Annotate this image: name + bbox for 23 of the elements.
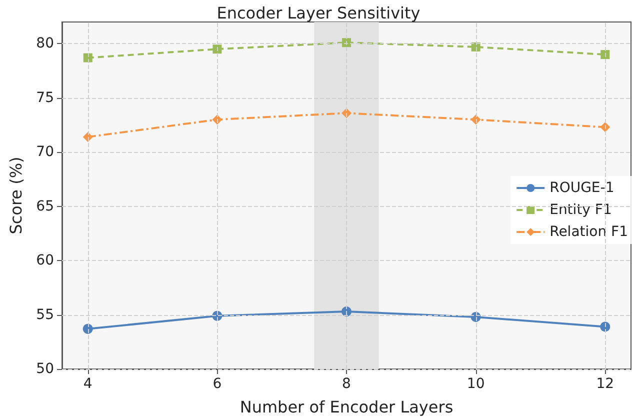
point	[83, 53, 92, 62]
x-tick-label: 4	[83, 376, 92, 392]
legend-label: Relation F1	[550, 224, 628, 240]
y-tick-label: 55	[36, 306, 54, 323]
x-axis-title: Number of Encoder Layers	[240, 398, 454, 416]
point	[600, 322, 610, 332]
x-tick-label: 12	[596, 376, 614, 392]
y-tick-label: 75	[36, 90, 54, 106]
point	[212, 44, 222, 54]
y-axis-title: Score (%)	[6, 156, 26, 234]
x-tick-label: 8	[342, 376, 351, 392]
point	[600, 50, 610, 60]
chart-title: Encoder Layer Sensitivity	[216, 4, 420, 22]
legend-label: ROUGE-1	[550, 180, 614, 196]
y-tick-label: 60	[36, 252, 54, 269]
y-tick-label: 50	[36, 361, 54, 377]
x-tick-label: 6	[212, 376, 222, 392]
y-tick-label: 70	[36, 144, 54, 160]
y-tick-label: 65	[36, 198, 54, 214]
point	[82, 324, 93, 334]
point	[600, 122, 610, 132]
y-tick-label: 80	[36, 36, 54, 52]
x-tick-label: 10	[466, 376, 485, 392]
